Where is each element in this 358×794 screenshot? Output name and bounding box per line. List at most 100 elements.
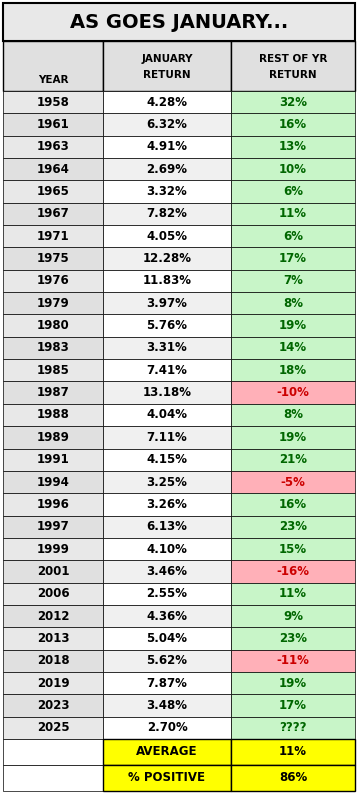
Bar bbox=[103, 538, 231, 561]
Text: 1980: 1980 bbox=[37, 319, 69, 332]
Text: AS GOES JANUARY...: AS GOES JANUARY... bbox=[70, 13, 288, 32]
Text: 1975: 1975 bbox=[37, 252, 69, 265]
Bar bbox=[3, 41, 103, 91]
Bar bbox=[231, 136, 355, 158]
Bar bbox=[231, 672, 355, 694]
Bar bbox=[103, 41, 231, 91]
Text: 2.70%: 2.70% bbox=[147, 721, 187, 734]
Text: 1976: 1976 bbox=[37, 275, 69, 287]
Bar bbox=[3, 270, 103, 292]
Bar bbox=[3, 225, 103, 248]
Text: 1983: 1983 bbox=[37, 341, 69, 354]
Bar bbox=[3, 337, 103, 359]
Text: 1991: 1991 bbox=[37, 453, 69, 466]
Text: 21%: 21% bbox=[279, 453, 307, 466]
Bar bbox=[231, 359, 355, 381]
Bar bbox=[103, 471, 231, 493]
Text: 8%: 8% bbox=[283, 408, 303, 422]
Text: 1996: 1996 bbox=[37, 498, 69, 511]
Bar bbox=[3, 180, 103, 202]
Bar bbox=[231, 493, 355, 515]
Bar bbox=[3, 381, 103, 404]
Bar bbox=[3, 449, 103, 471]
Text: % POSITIVE: % POSITIVE bbox=[129, 772, 205, 784]
Bar bbox=[103, 381, 231, 404]
Bar bbox=[3, 583, 103, 605]
Text: 18%: 18% bbox=[279, 364, 307, 377]
Text: 7.11%: 7.11% bbox=[147, 431, 187, 444]
Bar bbox=[3, 248, 103, 270]
Text: 9%: 9% bbox=[283, 610, 303, 622]
Bar bbox=[3, 515, 103, 538]
Text: 3.26%: 3.26% bbox=[146, 498, 188, 511]
Bar bbox=[103, 202, 231, 225]
Bar bbox=[231, 717, 355, 739]
Bar bbox=[3, 136, 103, 158]
Text: AVERAGE: AVERAGE bbox=[136, 746, 198, 758]
Text: 86%: 86% bbox=[279, 772, 307, 784]
Text: 3.31%: 3.31% bbox=[147, 341, 187, 354]
Bar bbox=[103, 627, 231, 649]
Bar bbox=[231, 694, 355, 717]
Text: 1994: 1994 bbox=[37, 476, 69, 488]
Text: 19%: 19% bbox=[279, 319, 307, 332]
Text: 4.05%: 4.05% bbox=[146, 229, 188, 243]
Text: 3.32%: 3.32% bbox=[147, 185, 187, 198]
Bar bbox=[231, 41, 355, 91]
Text: 5.76%: 5.76% bbox=[146, 319, 188, 332]
Text: 3.46%: 3.46% bbox=[146, 565, 188, 578]
Bar bbox=[3, 649, 103, 672]
Text: 19%: 19% bbox=[279, 676, 307, 690]
Text: 3.25%: 3.25% bbox=[146, 476, 188, 488]
Bar bbox=[3, 672, 103, 694]
Text: 7.87%: 7.87% bbox=[146, 676, 188, 690]
Text: 1963: 1963 bbox=[37, 141, 69, 153]
Text: 1971: 1971 bbox=[37, 229, 69, 243]
Bar bbox=[103, 493, 231, 515]
Text: 4.36%: 4.36% bbox=[146, 610, 188, 622]
Bar bbox=[3, 561, 103, 583]
Text: -5%: -5% bbox=[281, 476, 305, 488]
Bar bbox=[3, 158, 103, 180]
Bar bbox=[231, 627, 355, 649]
Text: 17%: 17% bbox=[279, 252, 307, 265]
Text: 6.32%: 6.32% bbox=[146, 118, 188, 131]
Bar bbox=[3, 739, 103, 765]
Bar bbox=[103, 225, 231, 248]
Bar bbox=[231, 538, 355, 561]
Text: 2012: 2012 bbox=[37, 610, 69, 622]
Bar bbox=[231, 449, 355, 471]
Text: 3.48%: 3.48% bbox=[146, 699, 188, 712]
Text: 16%: 16% bbox=[279, 118, 307, 131]
Bar bbox=[231, 225, 355, 248]
Bar bbox=[3, 471, 103, 493]
Text: 11%: 11% bbox=[279, 207, 307, 221]
Bar bbox=[3, 538, 103, 561]
Bar bbox=[103, 248, 231, 270]
Text: 11%: 11% bbox=[279, 588, 307, 600]
Text: RETURN: RETURN bbox=[269, 70, 317, 79]
Text: 23%: 23% bbox=[279, 632, 307, 645]
Text: 4.91%: 4.91% bbox=[146, 141, 188, 153]
Bar bbox=[231, 292, 355, 314]
Bar bbox=[103, 515, 231, 538]
Text: 1964: 1964 bbox=[37, 163, 69, 175]
Text: 7.82%: 7.82% bbox=[146, 207, 188, 221]
Text: 1961: 1961 bbox=[37, 118, 69, 131]
Bar bbox=[231, 561, 355, 583]
Bar bbox=[3, 493, 103, 515]
Bar bbox=[3, 627, 103, 649]
Bar bbox=[103, 717, 231, 739]
Text: 17%: 17% bbox=[279, 699, 307, 712]
Bar bbox=[231, 605, 355, 627]
Text: 5.62%: 5.62% bbox=[146, 654, 188, 667]
Text: 13%: 13% bbox=[279, 141, 307, 153]
Bar bbox=[103, 314, 231, 337]
Bar bbox=[3, 114, 103, 136]
Text: 1987: 1987 bbox=[37, 386, 69, 399]
Text: 15%: 15% bbox=[279, 542, 307, 556]
Bar bbox=[103, 605, 231, 627]
Text: 12.28%: 12.28% bbox=[142, 252, 192, 265]
Bar bbox=[103, 136, 231, 158]
Bar bbox=[231, 158, 355, 180]
